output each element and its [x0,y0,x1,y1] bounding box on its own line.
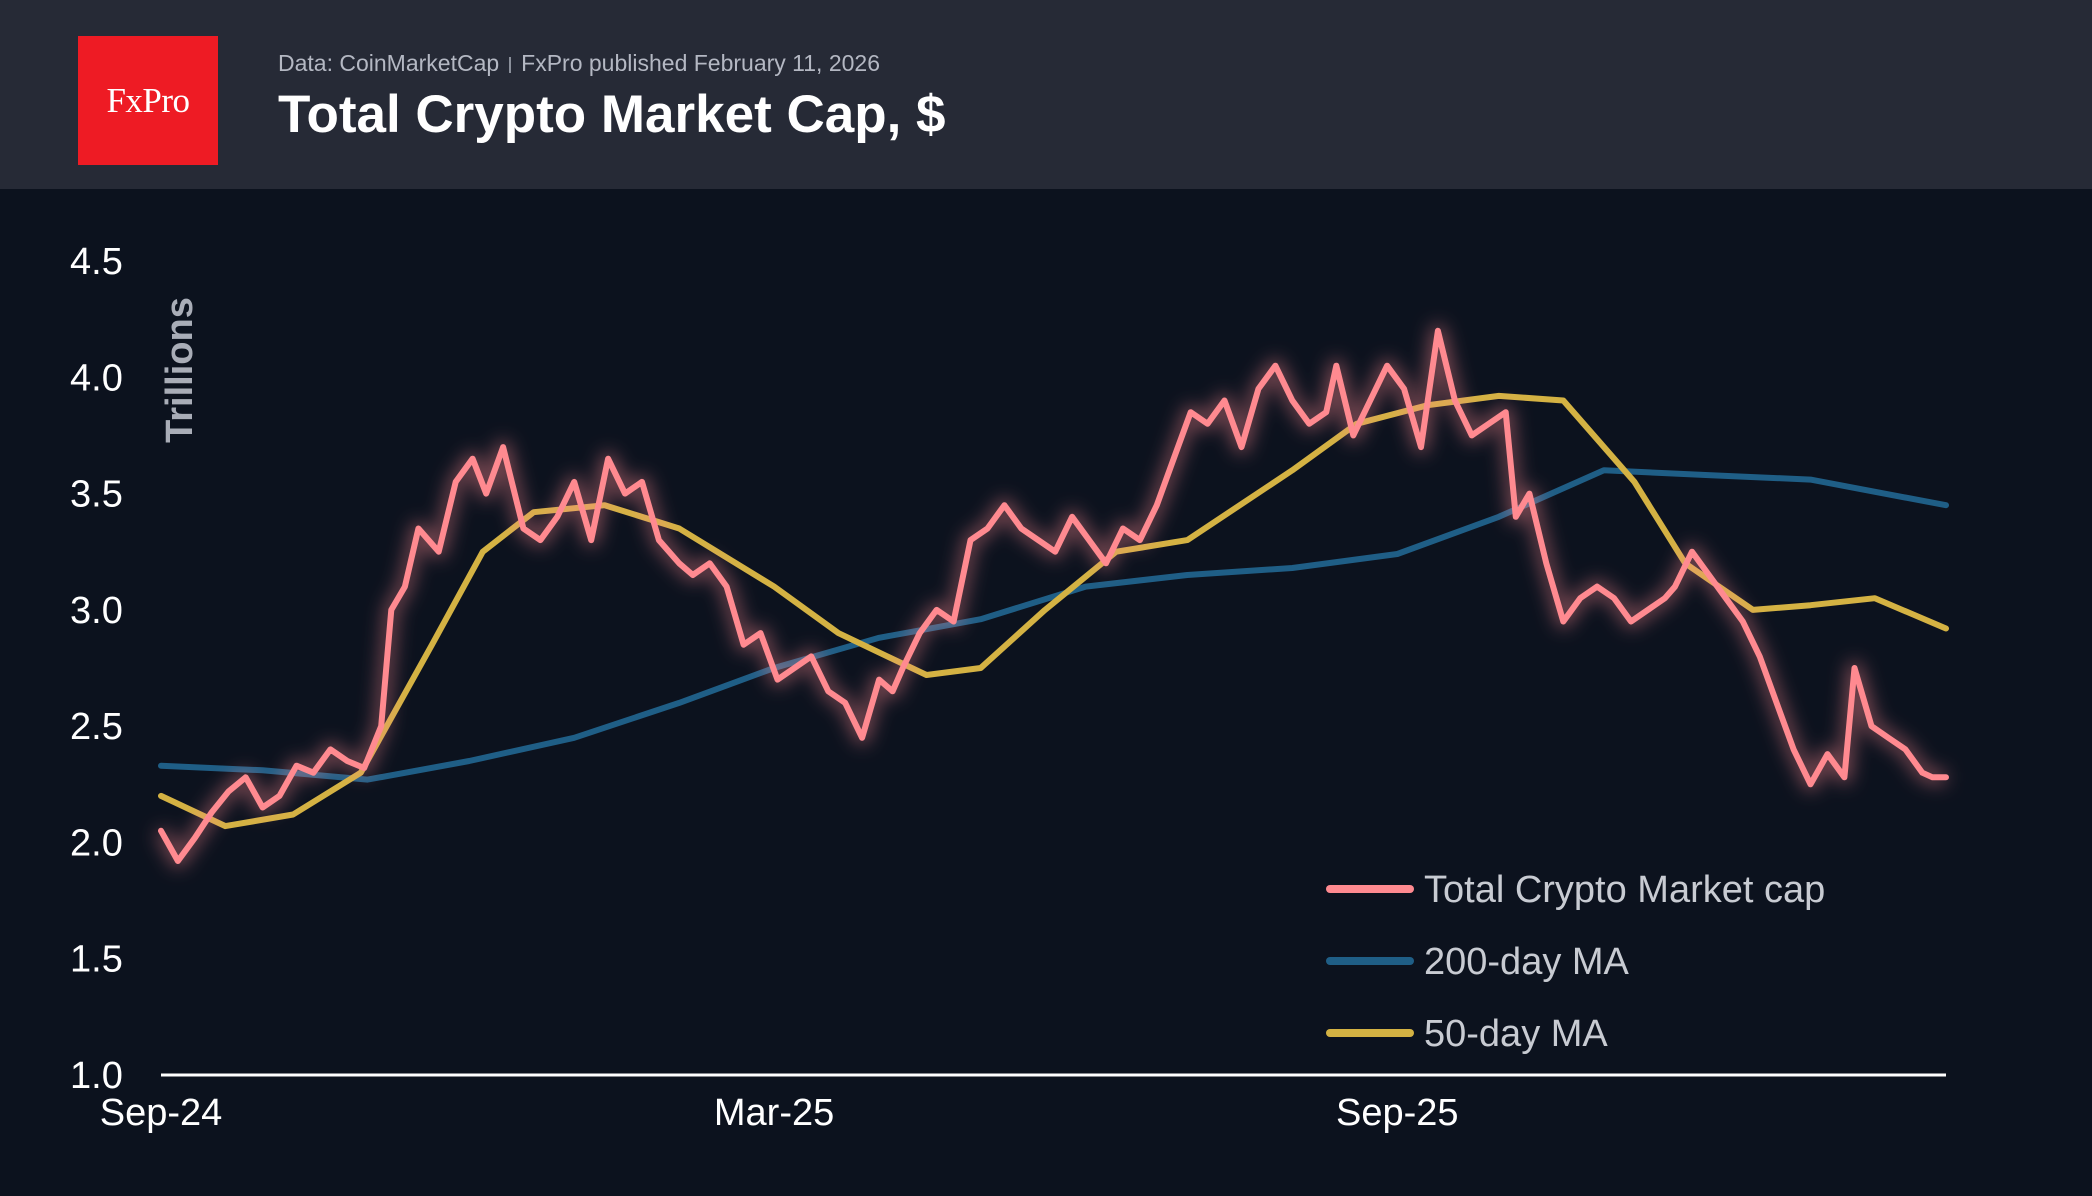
y-tick-label: 1.0 [70,1055,123,1097]
series-line-total-crypto-market-cap [158,327,1949,864]
fxpro-logo: FxPro [78,36,218,165]
chart-meta: Data: CoinMarketCap FxPro published Febru… [278,50,880,77]
y-axis-label: Trillions [159,297,201,443]
y-axis: 1.0 1.5 2.0 2.5 3.0 3.5 4.0 4.5 [70,241,123,1097]
series-group [154,323,1949,868]
series-line-200-day-ma [158,467,1949,783]
y-tick-label: 3.0 [70,590,123,632]
x-tick-label: Mar-25 [714,1092,834,1134]
y-tick-label: 4.0 [70,357,123,399]
meta-separator [509,56,512,73]
y-tick-label: 1.5 [70,939,123,981]
chart-title: Total Crypto Market Cap, $ [278,85,946,144]
legend-label: Total Crypto Market cap [1424,869,1825,911]
x-tick-label: Sep-25 [1336,1092,1459,1134]
y-tick-label: 4.5 [70,241,123,283]
legend-label: 50-day MA [1424,1013,1608,1055]
legend-label: 200-day MA [1424,941,1630,983]
publish-info: FxPro published February 11, 2026 [521,50,880,76]
y-tick-label: 2.0 [70,822,123,864]
series-line-50-day-ma [158,392,1949,830]
x-tick-label: Sep-24 [100,1092,223,1134]
y-tick-label: 2.5 [70,706,123,748]
chart-area: 1.01.52.02.53.03.54.04.5 Sep-24 Mar-25 Sep… [70,241,1949,1134]
header-bar: FxPro Data: CoinMarketCap FxPro published… [0,0,2092,189]
x-axis: Sep-24 Mar-25 Sep-25 [100,1073,1946,1134]
y-tick-label: 3.5 [70,474,123,516]
data-source: Data: CoinMarketCap [278,50,500,76]
legend: Total Crypto Market cap 200-day MA 50-day … [1326,869,1825,1055]
